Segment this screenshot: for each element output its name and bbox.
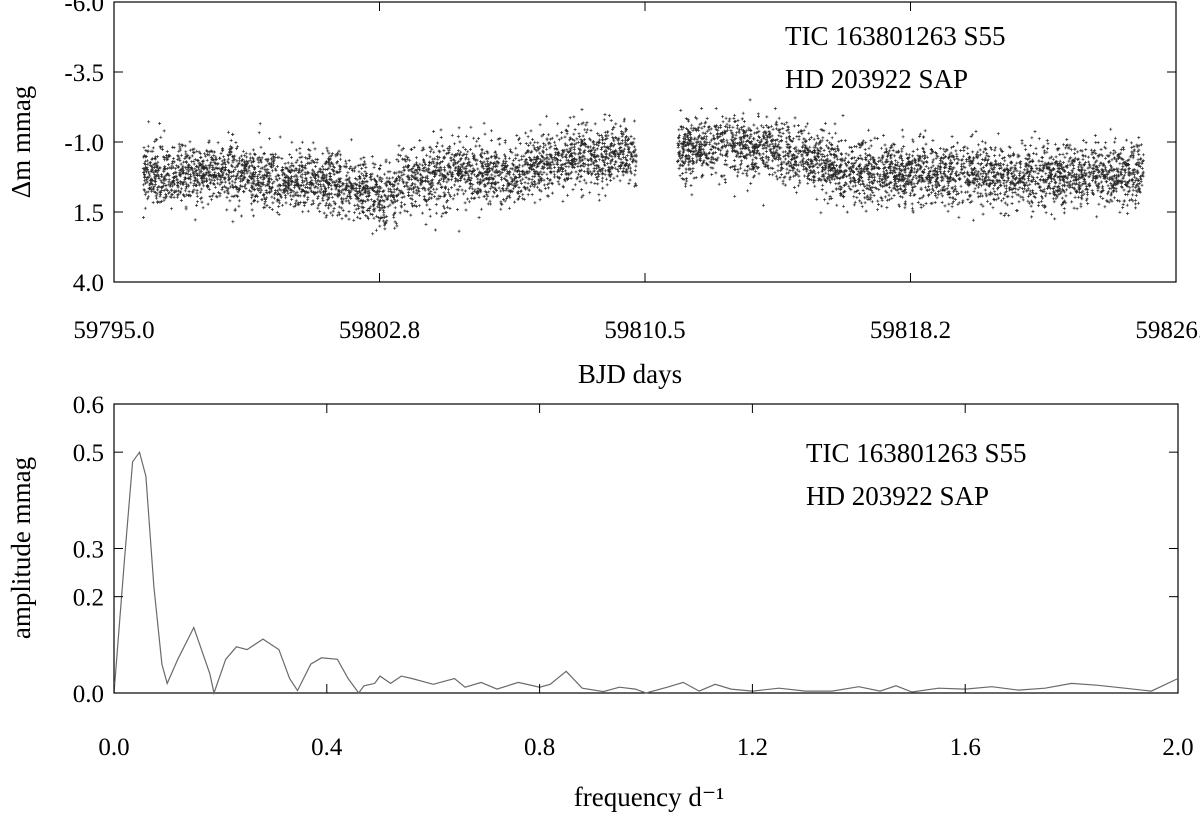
periodogram-series-line	[113, 450, 1179, 696]
light-curve-annotation-line-1: TIC 163801263 S55	[785, 21, 1006, 51]
periodogram-annotation-line-1: TIC 163801263 S55	[806, 438, 1027, 468]
light-curve-chart: 59795.0 59802.8 59810.5 59818.2 59826.0 -6.0 -…	[6, 0, 1200, 389]
light-curve-y-tick-label: 4.0	[73, 270, 104, 297]
light-curve-y-axis-label: Δm mmag	[6, 86, 36, 199]
periodogram-chart: 0.0 0.4 0.8 1.2 1.6 2.0 0.0 0.2 0.3 0.5 0.6 TIC 16…	[6, 392, 1194, 812]
periodogram-y-tick-label: 0.3	[73, 537, 104, 564]
periodogram-x-tick-label: 0.0	[98, 734, 129, 761]
light-curve-points	[141, 98, 1145, 236]
periodogram-annotation-line-2: HD 203922 SAP	[806, 481, 989, 511]
light-curve-annotation-line-2: HD 203922 SAP	[785, 64, 968, 94]
periodogram-x-tick-label: 1.2	[737, 734, 768, 761]
light-curve-plot-frame	[113, 1, 1177, 283]
light-curve-x-tick-label: 59795.0	[73, 317, 154, 344]
light-curve-x-axis-label: BJD days	[578, 359, 682, 389]
periodogram-x-tick-label: 1.6	[950, 734, 981, 761]
periodogram-y-axis-label: amplitude mmag	[6, 457, 36, 639]
light-curve-ticks: 59795.0 59802.8 59810.5 59818.2 59826.0 -6.0 -…	[64, 0, 1200, 344]
light-curve-y-tick-label: -3.5	[64, 60, 104, 87]
periodogram-y-tick-label: 0.0	[73, 681, 104, 708]
light-curve-x-tick-label: 59810.5	[604, 317, 685, 344]
light-curve-y-tick-label: -6.0	[64, 0, 104, 17]
light-curve-y-tick-label: 1.5	[73, 200, 104, 227]
light-curve-x-tick-label: 59818.2	[870, 317, 951, 344]
periodogram-ticks: 0.0 0.4 0.8 1.2 1.6 2.0 0.0 0.2 0.3 0.5 0.6	[73, 392, 1194, 761]
light-curve-x-tick-label: 59826.0	[1135, 317, 1200, 344]
periodogram-y-tick-label: 0.5	[73, 440, 104, 467]
light-curve-x-tick-label: 59802.8	[339, 317, 420, 344]
periodogram-x-tick-label: 2.0	[1162, 734, 1193, 761]
periodogram-x-tick-label: 0.8	[524, 734, 555, 761]
periodogram-x-tick-label: 0.4	[311, 734, 343, 761]
light-curve-data-point-markers	[141, 98, 1145, 236]
periodogram-x-axis-label: frequency d⁻¹	[574, 782, 725, 812]
periodogram-y-tick-label: 0.6	[73, 392, 104, 419]
light-curve-y-tick-label: -1.0	[64, 130, 104, 157]
periodogram-y-tick-label: 0.2	[73, 585, 104, 612]
